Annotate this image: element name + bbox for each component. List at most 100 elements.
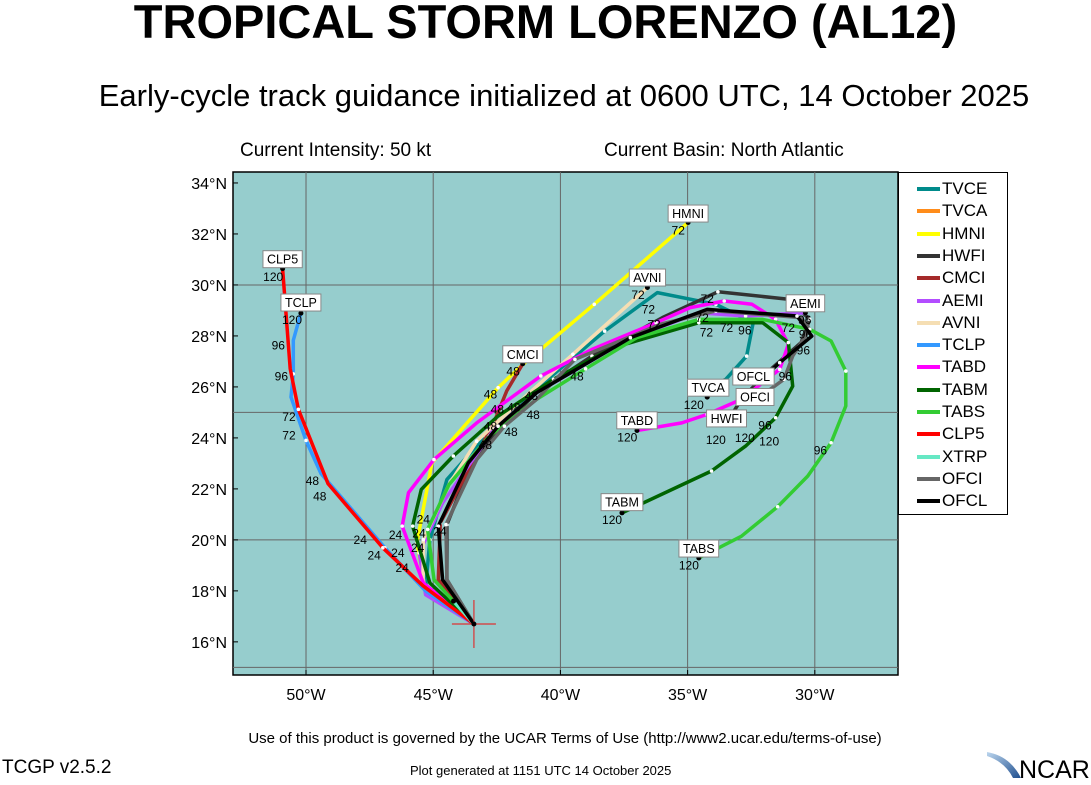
- forecast-hour-label: 48: [525, 389, 539, 403]
- map-background: [232, 171, 899, 676]
- forecast-hour-label: 48: [527, 408, 541, 422]
- forecast-hour-label: 48: [479, 438, 493, 452]
- legend-item-avni: AVNI: [917, 312, 980, 334]
- terms-of-use: Use of this product is governed by the U…: [248, 730, 882, 747]
- version-label: TCGP v2.5.2: [2, 757, 112, 778]
- model-label-box: [502, 345, 544, 364]
- track-point: [709, 469, 714, 473]
- forecast-hour-label: 48: [484, 388, 498, 402]
- ncar-logo: NCAR: [985, 750, 1091, 785]
- model-label: TVCA: [692, 381, 726, 395]
- page-title: TROPICAL STORM LORENZO (AL12): [133, 0, 958, 48]
- track-point: [296, 407, 301, 412]
- forecast-hour-label: 72: [282, 428, 296, 442]
- forecast-hour-label: 96: [814, 444, 828, 458]
- forecast-hour-label: 48: [484, 420, 498, 434]
- lon-tick-label: 45°W: [414, 687, 454, 704]
- forecast-hour-label: 48: [306, 474, 320, 488]
- forecast-hour-label: 72: [672, 223, 686, 237]
- legend-item-tabd: TABD: [917, 356, 986, 378]
- model-label-group: TVCA: [687, 378, 730, 397]
- model-label-group: TABD: [616, 411, 658, 430]
- track-point: [451, 454, 456, 458]
- model-label-box: [262, 250, 303, 269]
- legend-item-aemi: AEMI: [917, 290, 984, 312]
- track-point: [829, 440, 833, 445]
- forecast-hour-label: 120: [684, 398, 704, 412]
- forecast-hour-label: 120: [263, 270, 283, 284]
- legend: TVCE TVCA HMNI HWFI CMCI AEMI AVNI TCLP TABD TABM…: [898, 172, 1008, 515]
- lon-tick-label: 50°W: [286, 687, 326, 704]
- forecast-hour-label: 24: [368, 548, 382, 562]
- legend-swatch: [917, 298, 940, 303]
- forecast-hour-label: 24: [395, 561, 409, 575]
- track-point: [474, 439, 479, 444]
- legend-label: TVCE: [942, 179, 988, 198]
- legend-label: TVCA: [942, 201, 988, 221]
- track-point: [571, 352, 575, 357]
- track-point: [304, 438, 308, 443]
- track-point: [775, 504, 780, 509]
- legend-swatch: [917, 476, 940, 481]
- legend-item-ofci: OFCI: [917, 468, 983, 490]
- forecast-hour-label: 96: [797, 344, 811, 358]
- lat-tick-label: 28°N: [191, 329, 227, 346]
- track-point: [583, 367, 588, 371]
- track-point: [777, 360, 782, 365]
- ncar-logo-icon: NCAR: [987, 752, 1090, 784]
- forecast-hour-label: 24: [389, 528, 403, 542]
- model-label-box: [616, 411, 658, 430]
- lat-tick-label: 22°N: [191, 482, 227, 499]
- model-label-group: OFCL: [732, 367, 775, 386]
- track-point: [844, 369, 848, 373]
- forecast-hour-label: 96: [275, 369, 289, 383]
- lon-tick-label: 40°W: [541, 687, 581, 704]
- model-label: TCLP: [285, 296, 317, 310]
- forecast-hour-label: 24: [354, 533, 368, 547]
- track-point: [502, 424, 507, 428]
- forecast-hour-label: 24: [433, 525, 447, 539]
- model-label-group: HMNI: [667, 204, 709, 223]
- lon-tick-label: 30°W: [795, 687, 835, 704]
- model-label: CLP5: [267, 253, 298, 267]
- track-point: [777, 367, 782, 372]
- model-label: CMCI: [507, 348, 539, 362]
- forecast-hour-label: 120: [679, 559, 699, 573]
- forecast-hour-label: 72: [642, 303, 656, 317]
- forecast-hour-label: 96: [272, 339, 286, 353]
- model-label-box: [667, 204, 709, 223]
- legend-item-hmni: HMNI: [917, 223, 985, 245]
- track-point: [716, 290, 720, 294]
- track-point: [654, 320, 658, 325]
- forecast-hour-label: 72: [695, 311, 709, 325]
- model-label: OFCI: [740, 391, 770, 405]
- legend-item-tvce: TVCE: [917, 178, 987, 200]
- forecast-hour-label: 120: [706, 433, 726, 447]
- forecast-hour-label: 120: [282, 313, 302, 327]
- legend-label: AVNI: [942, 312, 981, 332]
- track-point: [444, 522, 448, 527]
- legend-swatch: [917, 209, 940, 214]
- legend-item-hwfi: HWFI: [917, 245, 985, 267]
- lat-tick-label: 20°N: [191, 533, 227, 550]
- track-point: [381, 545, 385, 550]
- track-point: [795, 314, 799, 318]
- track-endpoint: [619, 510, 625, 516]
- track-point: [496, 424, 500, 428]
- track-point: [496, 385, 500, 390]
- track-point: [602, 329, 607, 333]
- forecast-hour-label: 72: [701, 292, 715, 306]
- legend-swatch: [917, 320, 940, 325]
- legend-item-cmci: CMCI: [917, 267, 985, 289]
- model-label-group: OFCI: [735, 388, 775, 407]
- track-point: [773, 415, 778, 420]
- forecast-hour-label: 96: [799, 328, 813, 342]
- track-point: [432, 457, 436, 462]
- model-labels: CLP5 TCLP HMNI AVNI CMCI TVCA OFCL OFCI HWFI TABD…: [262, 204, 826, 558]
- forecast-hour-label: 72: [720, 321, 734, 335]
- model-label-group: TABM: [600, 493, 644, 512]
- lat-tick-label: 34°N: [191, 176, 227, 193]
- lat-tick-label: 32°N: [191, 227, 227, 244]
- generated-time: Plot generated at 1151 UTC 14 October 20…: [410, 763, 672, 778]
